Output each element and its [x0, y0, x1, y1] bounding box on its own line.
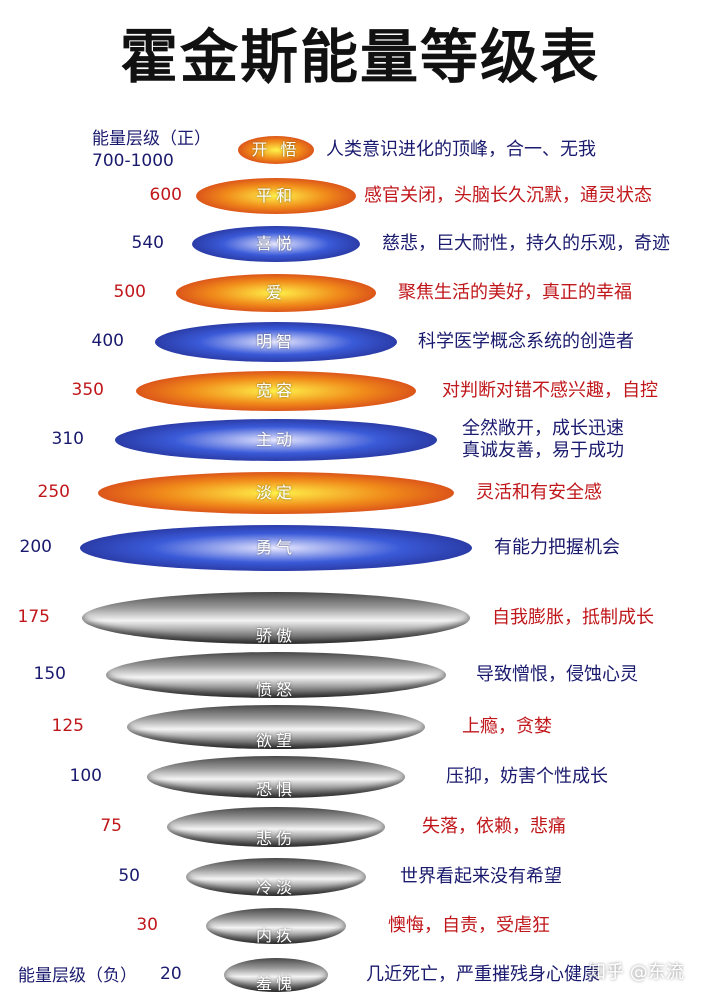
level-disc: 宽容 [136, 371, 416, 411]
level-value: 30 [136, 915, 158, 935]
level-value: 200 [19, 537, 52, 557]
level-description: 压抑，妨害个性成长 [446, 766, 608, 787]
level-disc: 恐惧 [147, 756, 405, 799]
level-description: 感官关闭，头脑长久沉默，通灵状态 [364, 185, 652, 206]
level-value: 500 [113, 282, 146, 302]
level-disc: 主动 [115, 419, 437, 461]
level-value: 540 [131, 233, 164, 253]
level-name: 羞愧 [255, 974, 296, 993]
level-name: 冷淡 [255, 878, 296, 897]
level-description: 自我膨胀，抵制成长 [492, 607, 654, 628]
level-disc: 喜悦 [192, 226, 360, 262]
level-name: 悲伤 [255, 829, 296, 848]
level-disc: 冷淡 [186, 858, 366, 897]
level-value: 50 [118, 866, 140, 886]
level-description: 懊悔，自责，受虐狂 [388, 915, 550, 936]
level-disc: 骄傲 [82, 592, 470, 645]
level-description: 几近死亡，严重摧残身心健康 [366, 964, 600, 985]
level-name: 喜悦 [255, 234, 296, 253]
positive-level-label: 能量层级（正） 700-1000 [92, 128, 211, 172]
level-name: 勇气 [255, 538, 296, 557]
level-name: 欲望 [255, 731, 296, 750]
level-value: 125 [51, 716, 84, 736]
level-description: 对判断对错不感兴趣，自控 [442, 380, 658, 401]
level-name: 平和 [255, 186, 296, 205]
level-name: 骄傲 [255, 626, 296, 645]
level-disc: 勇气 [80, 525, 472, 571]
negative-level-label: 能量层级（负） [18, 966, 137, 986]
level-description: 人类意识进化的顶峰，合一、无我 [326, 139, 596, 160]
level-description: 慈悲，巨大耐性，持久的乐观，奇迹 [382, 233, 670, 254]
level-description: 全然敞开，成长迅速 真诚友善，易于成功 [462, 418, 624, 461]
level-value: 250 [37, 482, 70, 502]
watermark: 知乎 @东流 [588, 962, 684, 983]
level-name: 愤怒 [255, 680, 296, 699]
level-value: 600 [149, 185, 182, 205]
level-description: 世界看起来没有希望 [400, 866, 562, 887]
level-disc: 内疚 [206, 908, 346, 945]
level-disc: 明智 [155, 322, 397, 362]
level-value: 310 [51, 429, 84, 449]
level-disc: 羞愧 [224, 958, 328, 993]
positive-level-label-line1: 能量层级（正） [92, 129, 211, 149]
level-name: 主动 [255, 430, 296, 449]
level-description: 科学医学概念系统的创造者 [418, 331, 634, 352]
page-title: 霍金斯能量等级表 [119, 23, 600, 91]
level-value: 175 [17, 607, 50, 627]
level-description: 灵活和有安全感 [476, 482, 602, 503]
level-name: 淡定 [255, 483, 296, 502]
level-value: 400 [91, 331, 124, 351]
level-disc: 爱 [176, 274, 376, 312]
level-disc: 悲伤 [167, 807, 385, 848]
positive-level-label-line2: 700-1000 [92, 151, 174, 171]
level-description: 导致憎恨，侵蚀心灵 [476, 664, 638, 685]
level-disc: 平和 [196, 178, 356, 214]
level-disc: 欲望 [127, 705, 425, 750]
level-description: 失落，依赖，悲痛 [422, 816, 566, 837]
level-value: 100 [69, 766, 102, 786]
level-description: 有能力把握机会 [494, 537, 620, 558]
level-value: 75 [100, 816, 122, 836]
level-name: 开 悟 [251, 140, 301, 159]
level-value: 150 [33, 664, 66, 684]
level-description: 聚焦生活的美好，真正的幸福 [398, 282, 632, 303]
level-value: 350 [71, 380, 104, 400]
level-name: 明智 [255, 332, 296, 351]
level-name: 宽容 [255, 381, 296, 400]
level-disc: 开 悟 [238, 136, 314, 164]
level-name: 内疚 [255, 926, 296, 945]
level-disc: 愤怒 [106, 652, 446, 699]
level-disc: 淡定 [98, 472, 454, 514]
level-name: 恐惧 [255, 780, 296, 799]
level-name: 爱 [265, 283, 286, 302]
level-description: 上瘾，贪婪 [462, 716, 552, 737]
level-value: 20 [160, 964, 182, 984]
